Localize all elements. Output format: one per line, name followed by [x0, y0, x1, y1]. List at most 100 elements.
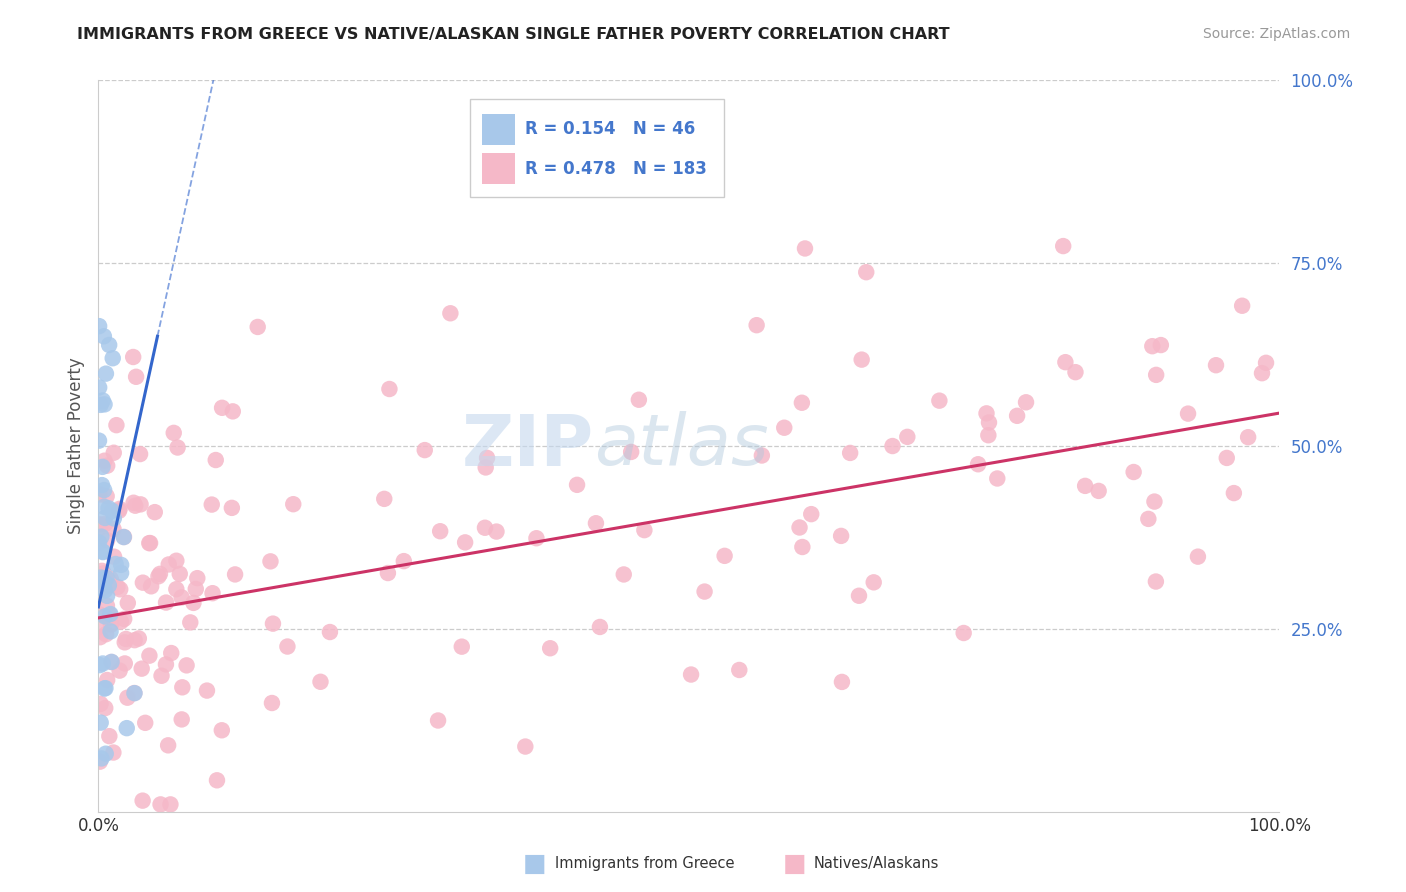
Point [96, 589, 118, 603]
Point [117, 690, 139, 705]
Point [205, 773, 228, 788]
Point [148, 569, 170, 583]
Point [108, 504, 131, 518]
Point [221, 500, 243, 515]
Point [131, 794, 153, 808]
Point [96, 489, 118, 503]
Point [105, 418, 128, 433]
Point [1150, 338, 1173, 352]
Point [94, 681, 117, 695]
Point [1237, 430, 1260, 444]
Point [91, 657, 114, 671]
Point [94, 367, 117, 381]
Point [90, 582, 112, 597]
Point [830, 529, 852, 543]
Point [94, 627, 117, 641]
Point [100, 607, 122, 621]
Point [93, 500, 115, 514]
Point [183, 596, 205, 610]
Point [94, 609, 117, 624]
Point [124, 633, 146, 648]
Point [89, 487, 111, 501]
Point [90, 570, 112, 584]
Y-axis label: Single Father Poverty: Single Father Poverty [66, 358, 84, 534]
Point [565, 478, 588, 492]
Point [204, 453, 226, 467]
Point [101, 504, 124, 518]
Text: ZIP: ZIP [463, 411, 595, 481]
Point [1137, 512, 1160, 526]
Point [97, 579, 120, 593]
Point [526, 531, 548, 545]
Point [89, 619, 111, 633]
Point [160, 646, 183, 660]
Point [165, 554, 187, 568]
Point [101, 351, 124, 366]
Bar [482, 114, 516, 145]
Point [138, 536, 160, 550]
Point [93, 681, 115, 696]
Point [149, 566, 172, 581]
Point [224, 567, 246, 582]
Point [132, 575, 155, 590]
Point [751, 449, 773, 463]
Point [589, 620, 612, 634]
Point [952, 626, 974, 640]
Point [94, 583, 117, 598]
Point [93, 329, 115, 343]
Point [839, 446, 862, 460]
Point [97, 611, 120, 625]
Point [129, 497, 152, 511]
Point [163, 425, 186, 440]
Point [1144, 368, 1167, 382]
Point [1015, 395, 1038, 409]
Point [170, 591, 193, 605]
Point [1052, 239, 1074, 253]
Point [413, 443, 436, 458]
Point [91, 459, 114, 474]
Point [176, 658, 198, 673]
Point [87, 535, 110, 549]
Point [90, 530, 112, 544]
Text: IMMIGRANTS FROM GREECE VS NATIVE/ALASKAN SINGLE FATHER POVERTY CORRELATION CHART: IMMIGRANTS FROM GREECE VS NATIVE/ALASKAN… [77, 27, 950, 42]
Point [745, 318, 768, 333]
Point [134, 715, 156, 730]
Point [129, 447, 152, 461]
Point [128, 632, 150, 646]
Point [90, 573, 112, 587]
Point [94, 701, 117, 715]
Point [124, 499, 146, 513]
FancyBboxPatch shape [471, 99, 724, 197]
Point [585, 516, 607, 531]
Point [103, 746, 125, 760]
Point [90, 697, 112, 711]
Point [378, 382, 401, 396]
Point [485, 524, 508, 539]
Point [613, 567, 636, 582]
Point [977, 428, 1000, 442]
Point [90, 715, 112, 730]
Point [1251, 366, 1274, 380]
Point [222, 404, 245, 418]
Point [91, 544, 114, 558]
Point [800, 507, 823, 521]
Point [184, 582, 207, 596]
Point [186, 571, 208, 585]
Point [112, 530, 135, 544]
Point [1054, 355, 1077, 369]
Point [110, 615, 132, 629]
Point [789, 520, 811, 534]
Point [1223, 486, 1246, 500]
Point [91, 393, 114, 408]
Point [122, 496, 145, 510]
Text: ■: ■ [783, 852, 806, 875]
Point [179, 615, 201, 630]
Point [1142, 339, 1164, 353]
Point [377, 566, 399, 580]
Point [211, 723, 233, 738]
Text: ■: ■ [523, 852, 546, 875]
Point [474, 460, 496, 475]
Text: R = 0.478   N = 183: R = 0.478 N = 183 [524, 160, 707, 178]
Point [90, 580, 112, 594]
Point [96, 533, 118, 548]
